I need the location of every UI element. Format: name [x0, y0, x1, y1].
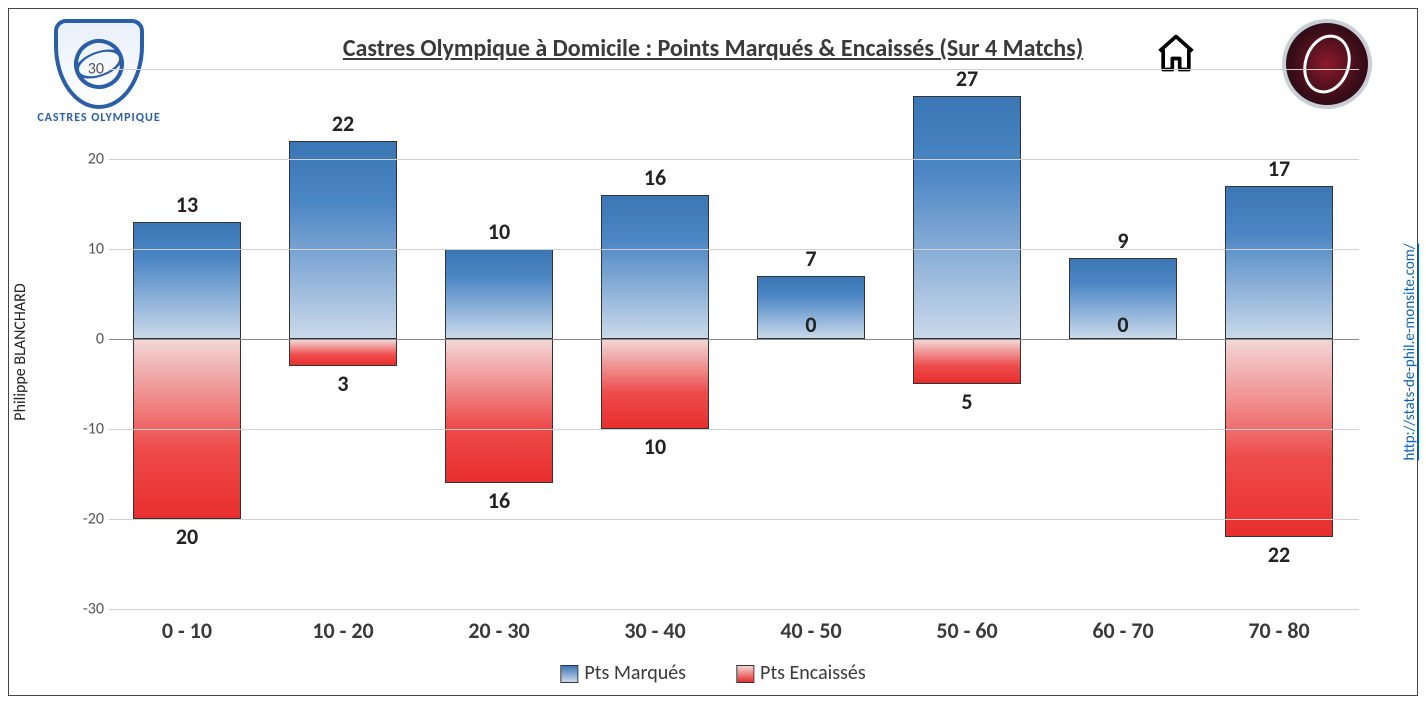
value-label-conceded: 3 [265, 370, 421, 397]
value-label-scored: 16 [577, 164, 733, 191]
value-label-conceded: 20 [109, 523, 265, 550]
gridline [109, 249, 1359, 250]
x-axis-labels: 0 - 1010 - 2020 - 3030 - 4040 - 5050 - 6… [109, 617, 1359, 647]
value-label-scored: 22 [265, 110, 421, 137]
gridline [109, 339, 1359, 340]
legend-swatch-conceded [736, 665, 754, 683]
bar-conceded [601, 339, 709, 429]
value-label-conceded: 5 [889, 388, 1045, 415]
y-tick-label: 10 [69, 240, 104, 259]
value-label-scored: 10 [421, 218, 577, 245]
plot-area: 13202231016161070275901722 3020100-10-20… [69, 69, 1359, 609]
legend-swatch-scored [560, 665, 578, 683]
gridline [109, 429, 1359, 430]
chart-frame: CASTRES OLYMPIQUE Castres Olympique à Do… [8, 8, 1418, 696]
gridline [109, 519, 1359, 520]
y-tick-label: -10 [69, 420, 104, 439]
x-category-label: 0 - 10 [109, 617, 265, 644]
value-label-conceded: 22 [1201, 541, 1357, 568]
legend-item-scored: Pts Marqués [560, 661, 686, 685]
legend: Pts Marqués Pts Encaissés [560, 661, 865, 685]
y-tick-label: 20 [69, 150, 104, 169]
bar-scored [289, 141, 397, 339]
x-category-label: 10 - 20 [265, 617, 421, 644]
value-label-scored: 13 [109, 191, 265, 218]
legend-label-conceded: Pts Encaissés [760, 661, 866, 685]
x-category-label: 40 - 50 [733, 617, 889, 644]
bar-conceded [445, 339, 553, 483]
bar-conceded [913, 339, 1021, 384]
bar-scored [445, 249, 553, 339]
value-label-conceded: 0 [733, 311, 889, 338]
bar-conceded [1225, 339, 1333, 537]
bar-scored [913, 96, 1021, 339]
x-category-label: 50 - 60 [889, 617, 1045, 644]
value-label-conceded: 16 [421, 487, 577, 514]
chart-title: Castres Olympique à Domicile : Points Ma… [343, 34, 1083, 63]
bar-scored [133, 222, 241, 339]
y-tick-label: 0 [69, 330, 104, 349]
legend-label-scored: Pts Marqués [584, 661, 686, 685]
x-category-label: 20 - 30 [421, 617, 577, 644]
gridline [109, 69, 1359, 70]
x-category-label: 70 - 80 [1201, 617, 1357, 644]
bar-conceded [289, 339, 397, 366]
gridline [109, 159, 1359, 160]
bar-scored [601, 195, 709, 339]
gridline [109, 609, 1359, 610]
bar-scored [1225, 186, 1333, 339]
x-category-label: 30 - 40 [577, 617, 733, 644]
x-category-label: 60 - 70 [1045, 617, 1201, 644]
value-label-conceded: 0 [1045, 311, 1201, 338]
y-tick-label: -20 [69, 510, 104, 529]
y-tick-label: 30 [69, 60, 104, 79]
y-tick-label: -30 [69, 600, 104, 619]
value-label-conceded: 10 [577, 433, 733, 460]
legend-item-conceded: Pts Encaissés [736, 661, 866, 685]
author-label: Philippe BLANCHARD [11, 283, 30, 420]
source-link[interactable]: http://stats-de-phil.e-monsite.com/ [1401, 243, 1419, 460]
